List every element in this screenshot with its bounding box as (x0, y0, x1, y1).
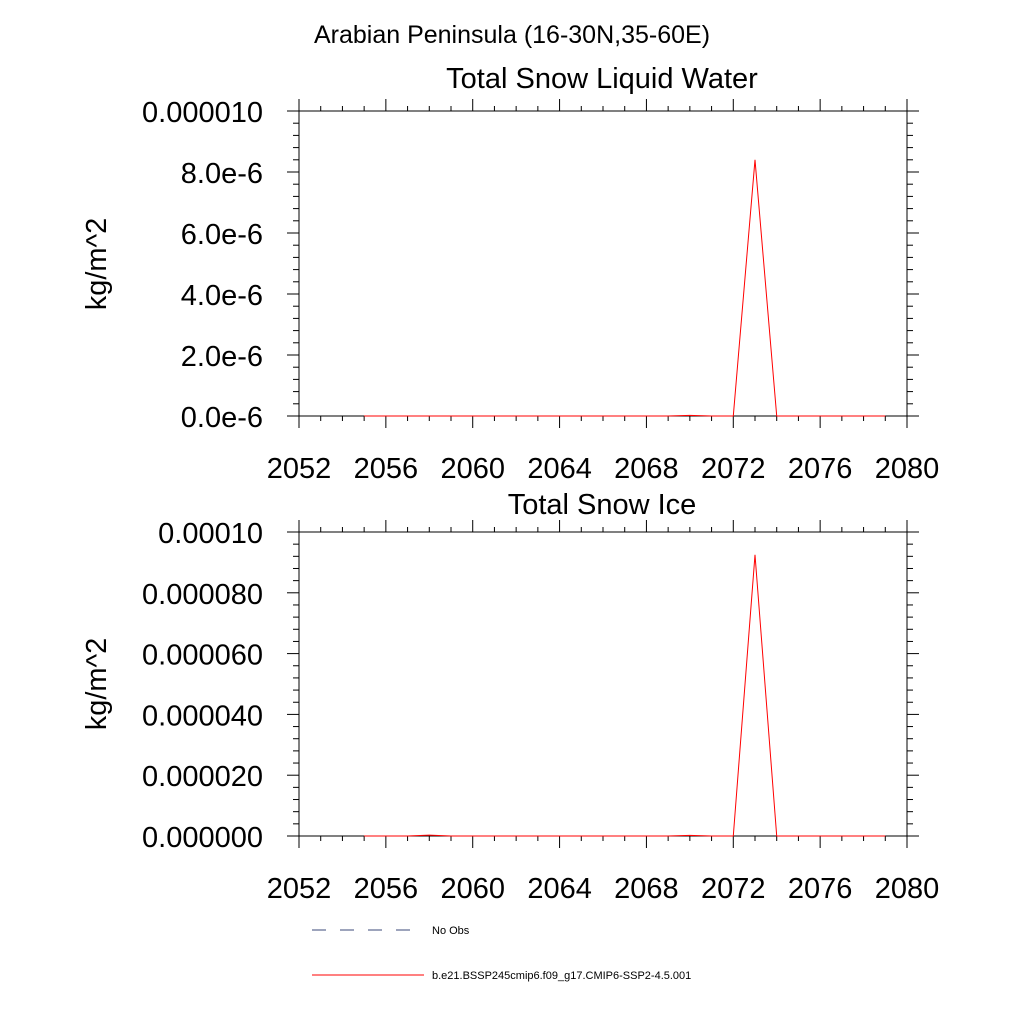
data-point (602, 415, 603, 416)
data-point (472, 835, 473, 836)
data-point (689, 835, 690, 836)
x-tick-label: 2056 (354, 453, 419, 485)
data-point (581, 835, 582, 836)
data-point (494, 415, 495, 416)
series-line (364, 554, 886, 837)
y-tick-label: 0.000080 (142, 579, 263, 611)
y-tick-label: 8.0e-6 (181, 158, 263, 190)
data-point (407, 415, 408, 416)
plot-frame (298, 110, 908, 417)
x-tick-label: 2052 (267, 873, 332, 905)
y-tick-label: 4.0e-6 (181, 280, 263, 312)
y-tick-label: 0.000020 (142, 761, 263, 793)
figure-suptitle: Arabian Peninsula (16-30N,35-60E) (314, 21, 710, 49)
data-point (820, 415, 821, 416)
y-tick-label: 0.000010 (142, 97, 263, 129)
x-tick-label: 2080 (875, 453, 940, 485)
data-point (776, 415, 777, 416)
x-tick-label: 2072 (701, 453, 766, 485)
chart-title: Total Snow Ice (508, 489, 697, 521)
data-point (776, 835, 777, 836)
data-point (407, 835, 408, 836)
data-point (472, 415, 473, 416)
data-point (516, 415, 517, 416)
data-point (711, 415, 712, 416)
data-point (429, 834, 430, 835)
y-tick-label: 0.000060 (142, 640, 263, 672)
data-point (863, 835, 864, 836)
data-point (689, 415, 690, 416)
panel-total-snow-ice: Total Snow Ice kg/m^2 2052 2056 2060 2064 20… (81, 489, 939, 905)
data-point (364, 415, 365, 416)
data-point (624, 835, 625, 836)
data-point (602, 835, 603, 836)
x-tick-label: 2064 (527, 453, 592, 485)
data-point (798, 835, 799, 836)
data-point (863, 415, 864, 416)
data-point (537, 835, 538, 836)
x-tick-label: 2052 (267, 453, 332, 485)
data-point (624, 415, 625, 416)
x-tick-label: 2064 (527, 873, 592, 905)
data-point (516, 835, 517, 836)
y-tick-label: 0.000040 (142, 700, 263, 732)
x-tick-label: 2076 (788, 873, 853, 905)
y-tick-label: 2.0e-6 (181, 341, 263, 373)
data-point (841, 415, 842, 416)
data-point (711, 835, 712, 836)
y-tick-label: 6.0e-6 (181, 219, 263, 251)
panel-total-snow-liquid-water: Total Snow Liquid Water kg/m^2 2052 2056 2… (81, 63, 939, 485)
legend-label-no-obs: No Obs (432, 925, 470, 937)
x-tick-label: 2060 (440, 873, 505, 905)
y-axis-label: kg/m^2 (81, 218, 113, 311)
data-point (364, 835, 365, 836)
x-tick-label: 2080 (875, 873, 940, 905)
data-point (450, 835, 451, 836)
data-point (841, 835, 842, 836)
data-point (429, 415, 430, 416)
data-point (733, 835, 734, 836)
x-tick-label: 2060 (440, 453, 505, 485)
data-point (885, 835, 886, 836)
data-point (581, 415, 582, 416)
data-point (646, 835, 647, 836)
plot-frame (298, 531, 908, 837)
data-point (646, 415, 647, 416)
y-tick-label: 0.0e-6 (181, 402, 263, 434)
legend: No Obs b.e21.BSSP245cmip6.f09_g17.CMIP6-… (312, 925, 691, 982)
x-tick-label: 2056 (354, 873, 419, 905)
legend-label-model-run: b.e21.BSSP245cmip6.f09_g17.CMIP6-SSP2-4.… (432, 970, 691, 982)
data-point (820, 835, 821, 836)
data-point (559, 415, 560, 416)
data-point (537, 415, 538, 416)
data-point (450, 415, 451, 416)
y-tick-label: 0.00010 (158, 518, 263, 550)
x-tick-label: 2072 (701, 873, 766, 905)
data-point (754, 554, 755, 555)
x-tick-label: 2068 (614, 453, 679, 485)
data-point (385, 415, 386, 416)
data-point (668, 835, 669, 836)
data-point (754, 159, 755, 160)
y-axis-label: kg/m^2 (81, 638, 113, 731)
data-point (494, 835, 495, 836)
data-point (559, 835, 560, 836)
series-line (364, 159, 886, 417)
y-tick-label: 0.000000 (142, 822, 263, 854)
data-point (668, 415, 669, 416)
chart-title: Total Snow Liquid Water (446, 63, 758, 95)
x-tick-label: 2068 (614, 873, 679, 905)
data-point (733, 415, 734, 416)
data-point (798, 415, 799, 416)
data-point (885, 415, 886, 416)
data-point (385, 835, 386, 836)
x-tick-label: 2076 (788, 453, 853, 485)
